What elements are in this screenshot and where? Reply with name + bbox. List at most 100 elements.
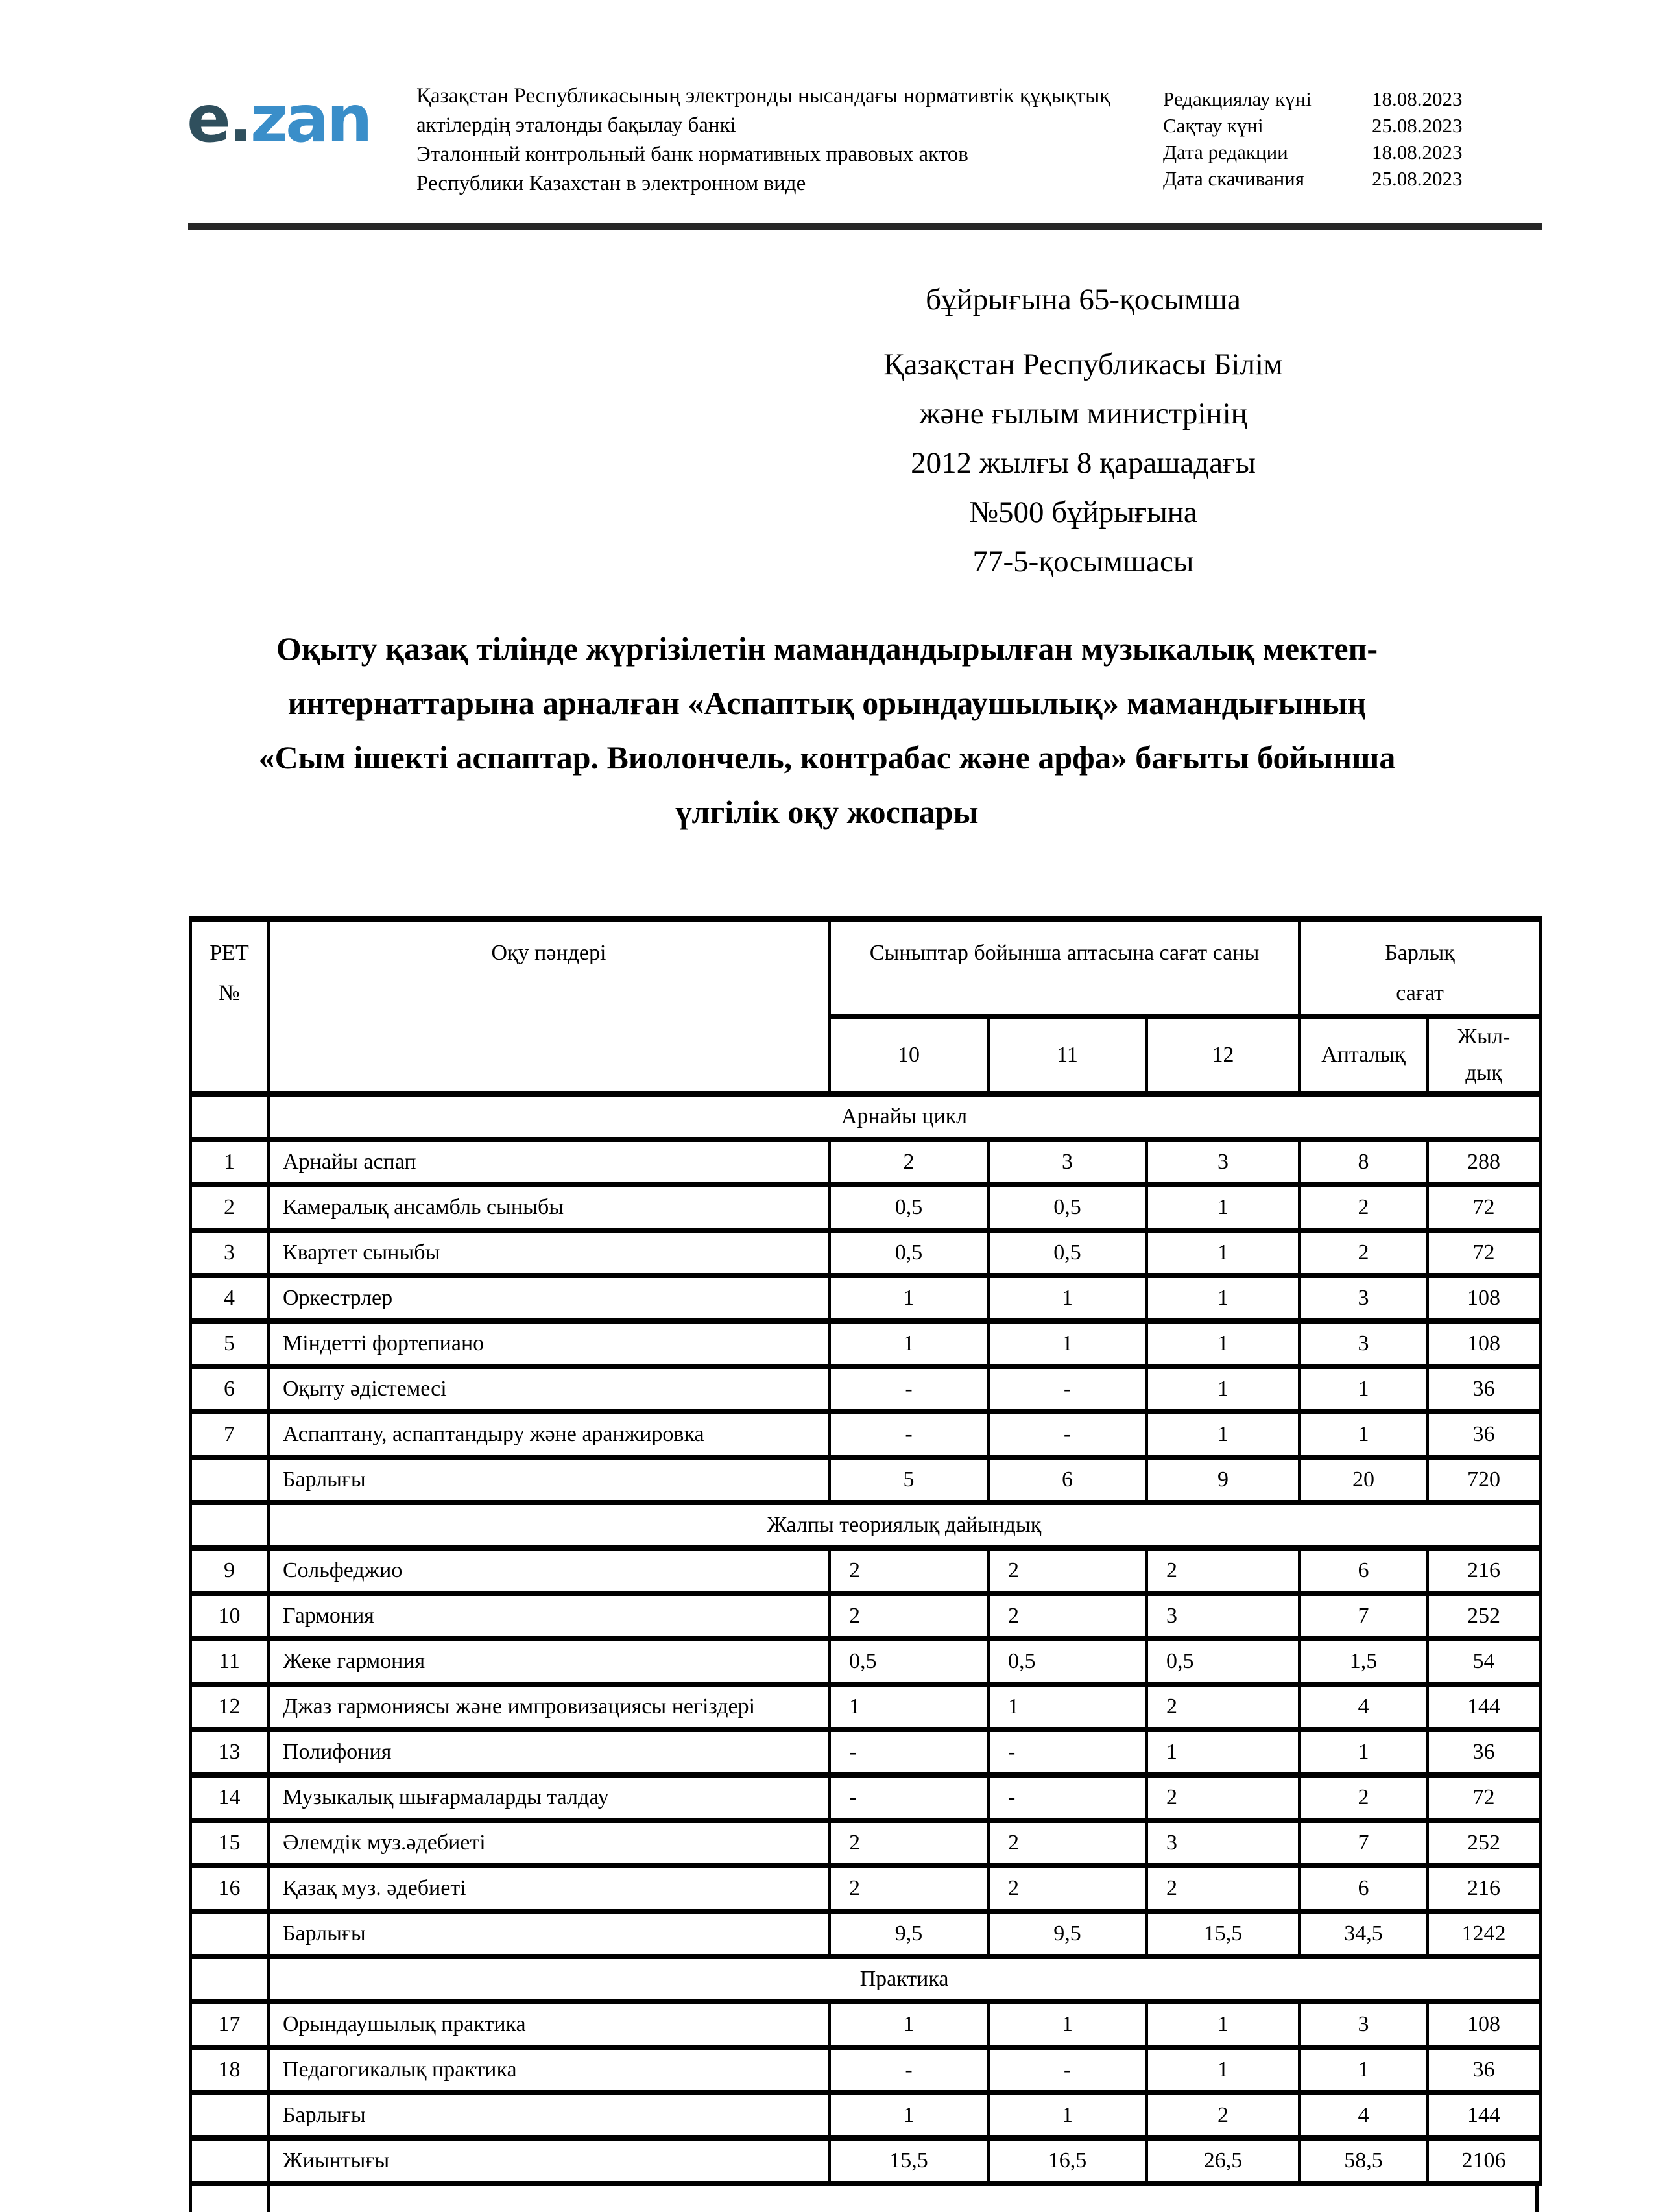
cell-weekly: 20 — [1298, 1455, 1430, 1505]
cell-subject: Джаз гармониясы және импровизациясы негі… — [267, 1682, 831, 1732]
cell-subject: Музыкалық шығармаларды талдау — [267, 1772, 831, 1823]
col-header-yearly-line1: Жыл- — [1457, 1025, 1511, 1049]
subject-row: 12 Джаз гармониясы және импровизациясы не… — [189, 1682, 1542, 1732]
cell-yearly: 252 — [1426, 1591, 1542, 1641]
cell-h12: 1 — [1144, 1318, 1302, 1369]
cell-h11: 0,5 — [987, 1182, 1148, 1233]
cell-h11: 2 — [987, 1545, 1148, 1596]
cell-h12: 26,5 — [1144, 2135, 1302, 2186]
cell-ret: 11 — [189, 1636, 270, 1687]
cell-subject: Қазақ муз. әдебиеті — [267, 1863, 831, 1914]
header-row-columns: 10 11 12 Апталық Жыл- дық — [191, 1014, 1542, 1097]
cell-subject: Міндетті фортепиано — [267, 1318, 831, 1369]
col-header-total-line1: Барлық — [1385, 941, 1455, 965]
cell-yearly: 144 — [1426, 2090, 1542, 2141]
cell-ret: 13 — [189, 1727, 270, 1778]
cell-h10: - — [828, 1727, 990, 1778]
cell-h10: 0,5 — [828, 1182, 990, 1233]
cell-yearly: 36 — [1426, 2045, 1542, 2095]
curriculum-table-body: Арнайы цикл 1 Арнайы аспап 2 3 3 8 288 2 Камералы… — [189, 1091, 1542, 2186]
cell-subject: Педагогикалық практика — [267, 2045, 831, 2095]
cell-weekly: 3 — [1298, 1318, 1430, 1369]
col-header-ret-line2: № — [219, 981, 240, 1005]
cell-h12: 15,5 — [1144, 1909, 1302, 1959]
cell-weekly: 58,5 — [1298, 2135, 1430, 2186]
cell-ret: 9 — [189, 1545, 270, 1596]
cell-h11: 1 — [987, 1682, 1148, 1732]
cell-yearly: 720 — [1426, 1455, 1542, 1505]
cell-h10: - — [828, 1409, 990, 1460]
cell-weekly: 6 — [1298, 1545, 1430, 1596]
cell-yearly: 108 — [1426, 1273, 1542, 1324]
col-header-total-group: Барлық сағат — [1298, 916, 1542, 1019]
subject-row: 10 Гармония 2 2 3 7 252 — [189, 1591, 1542, 1641]
date-value: 18.08.2023 — [1372, 88, 1463, 110]
bank-line: Эталонный контрольный банк нормативных п… — [416, 143, 968, 166]
cell-ret — [189, 2135, 270, 2186]
cell-subject: Барлығы — [267, 1455, 831, 1505]
cell-h12: 0,5 — [1144, 1636, 1302, 1687]
cell-ret: 17 — [189, 1999, 270, 2050]
cell-h10: 15,5 — [828, 2135, 990, 2186]
cell-weekly: 2 — [1298, 1182, 1430, 1233]
col-header-weekly: Апталық — [1298, 1014, 1430, 1097]
cell-subject: Жеке гармония — [267, 1636, 831, 1687]
cell-h10: 1 — [828, 1318, 990, 1369]
cell-h12: 1 — [1144, 1273, 1302, 1324]
cell-h11: 0,5 — [987, 1228, 1148, 1278]
date-label: Редакциялау күні — [1163, 88, 1312, 110]
cell-ret: 18 — [189, 2045, 270, 2095]
cell-h11: - — [987, 1772, 1148, 1823]
cell-h12: 2 — [1144, 1682, 1302, 1732]
date-label: Сақтау күні — [1163, 114, 1264, 137]
cell-h12: 1 — [1144, 1999, 1302, 2050]
subject-row: 13 Полифония - -1 1 36 — [189, 1727, 1542, 1778]
appendix-line: 77-5-қосымшасы — [972, 545, 1194, 578]
cell-h11: - — [987, 1727, 1148, 1778]
cell-weekly: 1 — [1298, 1727, 1430, 1778]
cell-h10: 0,5 — [828, 1636, 990, 1687]
bank-line: Қазақстан Республикасының электронды ныс… — [416, 84, 1110, 108]
cell-h10: 2 — [828, 1818, 990, 1868]
col-header-total-line2: сағат — [1396, 981, 1444, 1005]
cell-h11: 0,5 — [987, 1636, 1148, 1687]
cell-subject: Камералық ансамбль сыныбы — [267, 1182, 831, 1233]
total-row: Барлығы 1 1 2 4 144 — [189, 2090, 1542, 2141]
date-value: 25.08.2023 — [1372, 114, 1463, 137]
cell-h11: - — [987, 1364, 1148, 1414]
cell-ret: 4 — [189, 1273, 270, 1324]
appendix-reference: бұйрығына 65-қосымша Қазақстан Республик… — [662, 275, 1505, 586]
cell-ret: 6 — [189, 1364, 270, 1414]
cell-h11: 9,5 — [987, 1909, 1148, 1959]
section-row: Практика — [189, 1954, 1542, 2004]
cell-yearly: 54 — [1426, 1636, 1542, 1687]
col-header-yearly: Жыл- дық — [1426, 1014, 1542, 1097]
section-row: Арнайы цикл — [189, 1091, 1542, 1142]
cell-weekly: 4 — [1298, 1682, 1430, 1732]
total-row: Барлығы 5 6 9 20 720 — [189, 1455, 1542, 1505]
page-title: Оқыту қазақ тілінде жүргізілетін маманда… — [97, 621, 1557, 839]
cell-ret: 7 — [189, 1409, 270, 1460]
cell-yearly: 1242 — [1426, 1909, 1542, 1959]
cell-h12: 1 — [1144, 1727, 1302, 1778]
curriculum-table-wrap: РЕТ № Оқу пәндері Сыныптар бойынша аптас… — [189, 916, 1542, 2212]
cell-weekly: 1 — [1298, 2045, 1430, 2095]
subject-row: 18 Педагогикалық практика - -1 1 36 — [189, 2045, 1542, 2095]
cell-h10: 5 — [828, 1455, 990, 1505]
cell-yearly: 216 — [1426, 1545, 1542, 1596]
cell-h11: 1 — [987, 1273, 1148, 1324]
subject-row: 1 Арнайы аспап 2 3 3 8 288 — [189, 1137, 1542, 1187]
document-page: { "header": { "logo_e": "e.", "logo_zan"… — [97, 84, 1557, 2212]
cell-h12: 3 — [1144, 1818, 1302, 1868]
header-divider-rule — [188, 223, 1542, 230]
cell-h12: 3 — [1144, 1137, 1302, 1187]
cell-yearly: 72 — [1426, 1182, 1542, 1233]
subject-row: 16 Қазақ муз. әдебиеті 2 2 2 6 216 — [189, 1863, 1542, 1914]
cell-h12: 2 — [1144, 1863, 1302, 1914]
cell-h10: 1 — [828, 1682, 990, 1732]
appendix-line: 2012 жылғы 8 қарашадағы — [911, 446, 1256, 480]
cell-h11: - — [987, 2045, 1148, 2095]
date-label: Дата редакции — [1163, 141, 1288, 163]
cell-subject: Жиынтығы — [267, 2135, 831, 2186]
cell-yearly: 288 — [1426, 1137, 1542, 1187]
